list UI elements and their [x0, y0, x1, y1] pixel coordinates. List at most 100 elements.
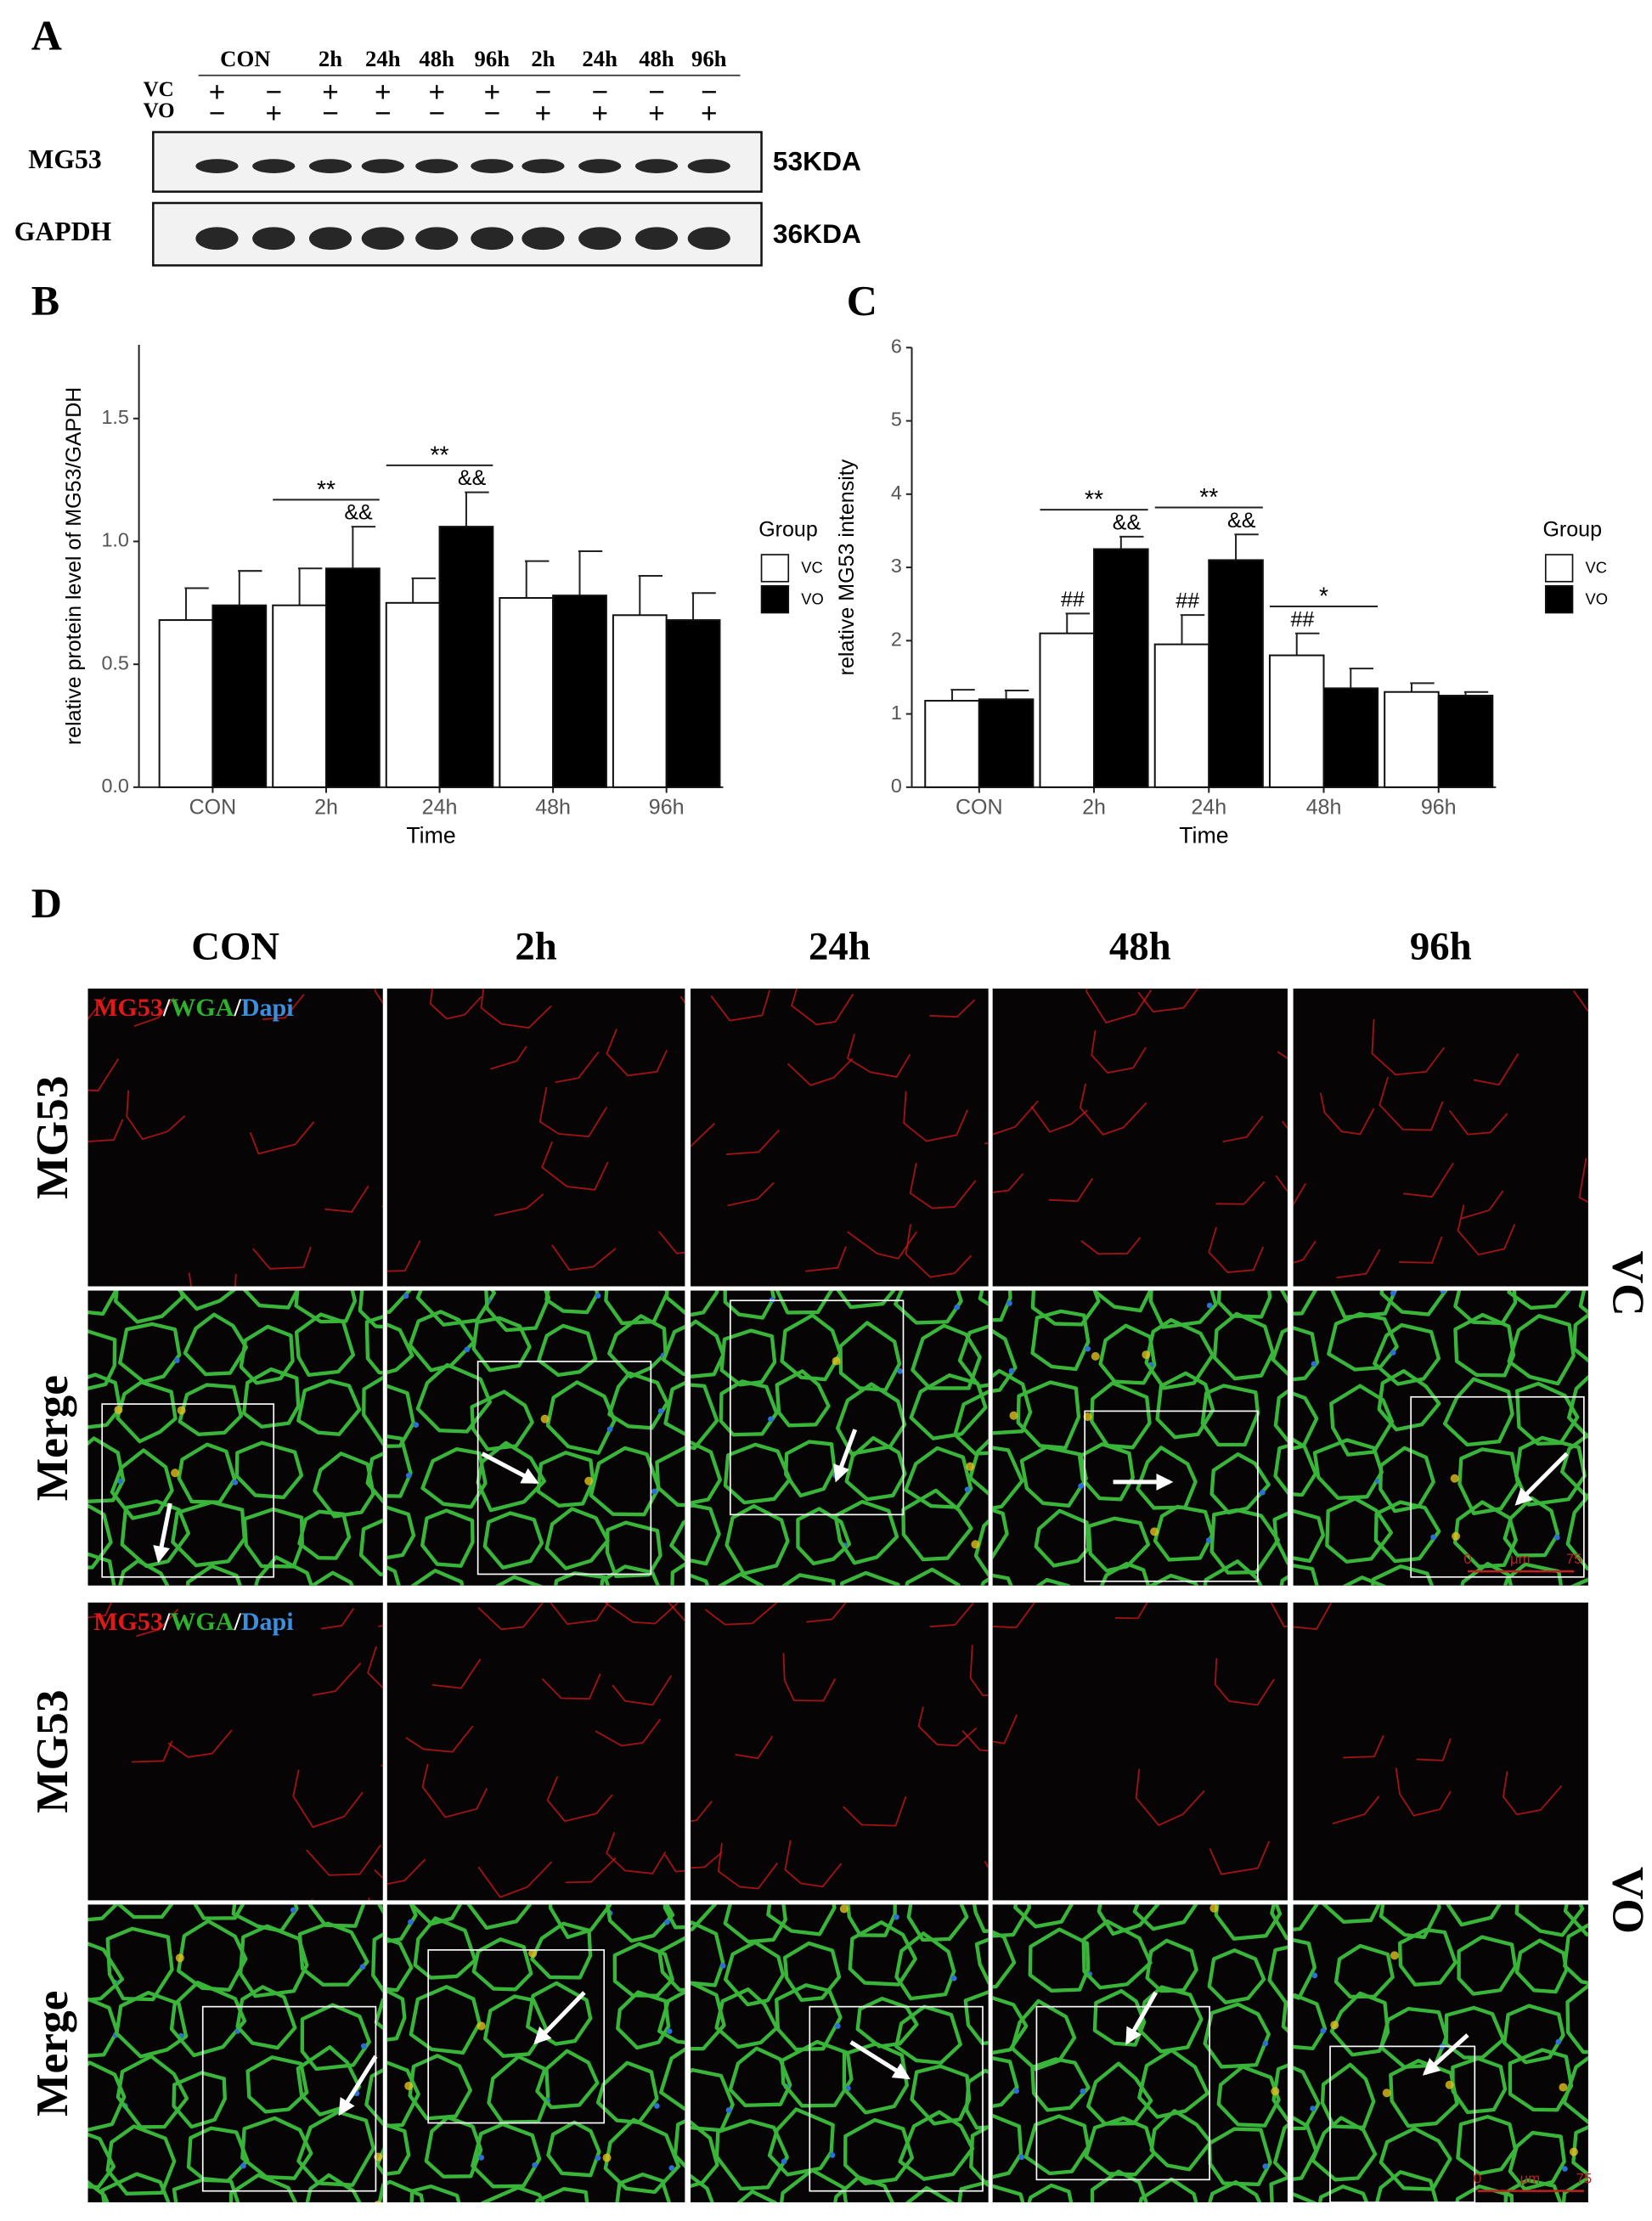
cell-membrane: [1452, 1500, 1518, 1569]
cell-membrane: [992, 1290, 1012, 1322]
cell-membrane: [183, 1312, 249, 1377]
lane-header: 96h: [691, 46, 727, 71]
cell-membrane: [1374, 2170, 1439, 2203]
cell-membrane: [992, 1328, 1018, 1393]
nucleus: [1626, 2157, 1632, 2163]
bar: [1384, 691, 1440, 788]
tissue: [87, 1602, 383, 1901]
cell-membrane: [691, 1319, 725, 1378]
cell-membrane: [719, 1379, 779, 1437]
cell-membrane: [992, 2056, 1019, 2108]
cell-membrane: [1090, 1381, 1152, 1450]
cell-membrane: [234, 1440, 304, 1500]
cell-membrane: [905, 2185, 956, 2203]
mg53-signal: [477, 1861, 553, 1898]
nucleus: [1623, 2026, 1629, 2032]
arrow: [338, 2055, 378, 2117]
y-tick-label: 5: [891, 409, 902, 431]
mg53-signal: [87, 1602, 113, 1619]
cell-membrane: [1379, 1904, 1441, 1940]
nucleus: [1430, 1534, 1436, 1541]
cell-membrane: [767, 2107, 835, 2177]
nucleus: [768, 1416, 774, 1423]
row-header: MG53: [26, 1076, 77, 1199]
cell-membrane: [1019, 1445, 1088, 1508]
cell-membrane: [305, 2173, 362, 2203]
cell-membrane: [87, 2060, 127, 2132]
mg53-signal: [787, 1057, 854, 1086]
mg53-signal: [1293, 1240, 1317, 1264]
mg53-signal: [966, 1462, 975, 1471]
cell-membrane: [846, 1904, 897, 1937]
lane-header: 96h: [475, 46, 510, 71]
mg53-signal: [1457, 1204, 1516, 1256]
cell-membrane: [1216, 1290, 1272, 1319]
stain-label: /: [162, 1607, 171, 1636]
mg53-signal: [726, 1129, 780, 1156]
significance: &&: [1113, 510, 1142, 534]
nucleus: [894, 1914, 899, 1920]
cell-membrane: [241, 1367, 301, 1429]
cell-membrane: [105, 1926, 174, 2002]
y-tick-label: 2: [891, 629, 902, 651]
mg53-signal: [992, 1100, 1039, 1136]
panel-label: C: [847, 277, 877, 324]
nucleus: [595, 2155, 601, 2162]
cell-membrane: [1508, 2048, 1574, 2112]
mg53-signal: [971, 1540, 980, 1549]
nucleus: [1320, 2027, 1327, 2034]
nucleus: [829, 2152, 836, 2158]
sign: +: [535, 98, 552, 129]
lane-header: 48h: [639, 46, 674, 71]
cell-membrane: [1034, 1508, 1091, 1568]
cell-membrane: [415, 1290, 497, 1327]
mg53-signal: [1091, 1030, 1147, 1074]
mg53-signal: [1572, 990, 1588, 1013]
mg53-signal: [992, 1714, 1018, 1745]
mg53-signal: [960, 2214, 968, 2221]
cell-membrane: [974, 1937, 989, 1986]
cell-membrane: [725, 1503, 790, 1576]
cell-membrane: [1273, 1444, 1288, 1496]
micrograph: [87, 988, 383, 1287]
nucleus: [1206, 1302, 1213, 1309]
cell-membrane: [717, 1572, 764, 1586]
mg53-signal: [992, 1602, 1036, 1629]
cell-membrane: [775, 1983, 843, 2052]
blot-band: [634, 227, 679, 251]
cell-membrane: [957, 1324, 989, 1389]
tissue: [87, 988, 383, 1287]
significance: **: [317, 476, 335, 504]
nucleus: [1555, 2038, 1562, 2045]
mg53-signal: [1569, 2147, 1578, 2156]
stain-label: MG53: [93, 1607, 163, 1636]
cell-membrane: [1373, 1500, 1441, 1564]
significance: &&: [1227, 509, 1256, 533]
cell-membrane: [554, 1571, 611, 1586]
cell-membrane: [100, 2172, 171, 2203]
cell-membrane: [476, 1440, 546, 1513]
bar: [552, 595, 607, 788]
cell-membrane: [487, 2055, 550, 2124]
mg53-signal: [606, 1029, 668, 1077]
cell-membrane: [377, 2182, 383, 2203]
bar: [1322, 687, 1379, 788]
nucleus: [1321, 2208, 1327, 2214]
cell-membrane: [1397, 1927, 1457, 1987]
mg53-signal: [704, 1602, 778, 1626]
cell-membrane: [1271, 2063, 1288, 2123]
mg53-signal: [136, 1609, 179, 1638]
mg53-signal: [1085, 988, 1153, 1024]
mg53-signal: [1460, 1190, 1504, 1220]
mg53-signal: [405, 1725, 474, 1753]
lane-header: CON: [220, 46, 270, 71]
cell-membrane: [607, 1371, 669, 1430]
nucleus: [1440, 1290, 1446, 1294]
cell-membrane: [1099, 1561, 1151, 1586]
bar: [438, 526, 494, 788]
nucleus: [897, 1368, 904, 1374]
mg53-signal: [1445, 2080, 1454, 2089]
cell-membrane: [992, 2113, 1023, 2179]
significance: ##: [1290, 607, 1314, 631]
